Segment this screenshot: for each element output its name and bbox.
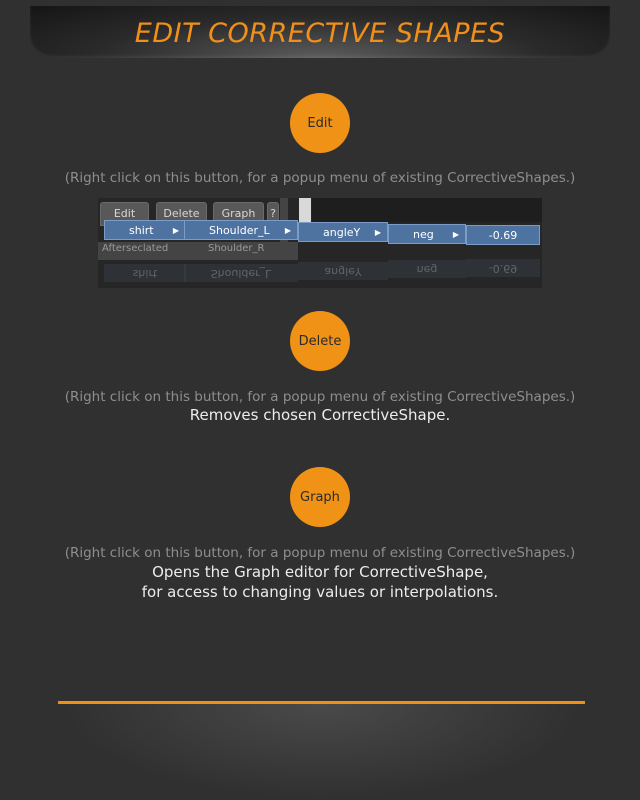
delete-hint: (Right click on this button, for a popup… bbox=[64, 389, 576, 405]
partial-shoulder-r: Shoulder_R bbox=[184, 242, 298, 260]
reflection-neg: neg bbox=[388, 260, 466, 278]
partial-menu-item: Afterseclated bbox=[98, 242, 184, 260]
dark-panel bbox=[312, 198, 542, 222]
footer-glow bbox=[60, 704, 584, 800]
reflection-shoulder-l: Shoulder_L bbox=[184, 264, 298, 282]
white-bar bbox=[299, 198, 311, 222]
menu-label-shoulder-l: Shoulder_L bbox=[209, 224, 270, 237]
delete-button[interactable]: Delete bbox=[290, 311, 350, 371]
menu-label-neg: neg bbox=[413, 228, 434, 241]
edit-hint: (Right click on this button, for a popup… bbox=[64, 170, 576, 186]
submenu-arrow-icon: ▶ bbox=[284, 226, 291, 235]
footer-divider bbox=[58, 701, 585, 704]
delete-description: Removes chosen CorrectiveShape. bbox=[189, 406, 451, 424]
page-title: EDIT CORRECTIVE SHAPES bbox=[134, 18, 506, 49]
graph-button[interactable]: Graph bbox=[290, 467, 350, 527]
submenu-arrow-icon: ▶ bbox=[374, 228, 381, 237]
menu-label-angley: angleY bbox=[323, 226, 361, 239]
graph-description-line-1: Opens the Graph editor for CorrectiveSha… bbox=[152, 563, 488, 581]
menu-item-angley[interactable]: angleY ▶ bbox=[298, 222, 388, 242]
menu-item-value[interactable]: -0.69 bbox=[466, 225, 540, 245]
edit-button[interactable]: Edit bbox=[290, 93, 350, 153]
menu-label-shirt: shirt bbox=[129, 224, 154, 237]
menu-item-shirt[interactable]: shirt ▶ bbox=[104, 220, 186, 240]
popup-menu-screenshot: Edit Delete Graph ? Afterseclated Should… bbox=[98, 198, 542, 288]
submenu-arrow-icon: ▶ bbox=[452, 230, 459, 239]
graph-hint: (Right click on this button, for a popup… bbox=[64, 545, 576, 561]
submenu-arrow-icon: ▶ bbox=[172, 226, 179, 235]
reflection-shirt: shirt bbox=[104, 264, 186, 282]
reflection-value: -0.69 bbox=[466, 259, 540, 277]
menu-item-shoulder-l[interactable]: Shoulder_L ▶ bbox=[184, 220, 298, 240]
menu-item-neg[interactable]: neg ▶ bbox=[388, 224, 466, 244]
title-banner: EDIT CORRECTIVE SHAPES bbox=[30, 6, 610, 58]
graph-description-line-2: for access to changing values or interpo… bbox=[141, 583, 499, 601]
reflection-angley: angleY bbox=[298, 262, 388, 280]
